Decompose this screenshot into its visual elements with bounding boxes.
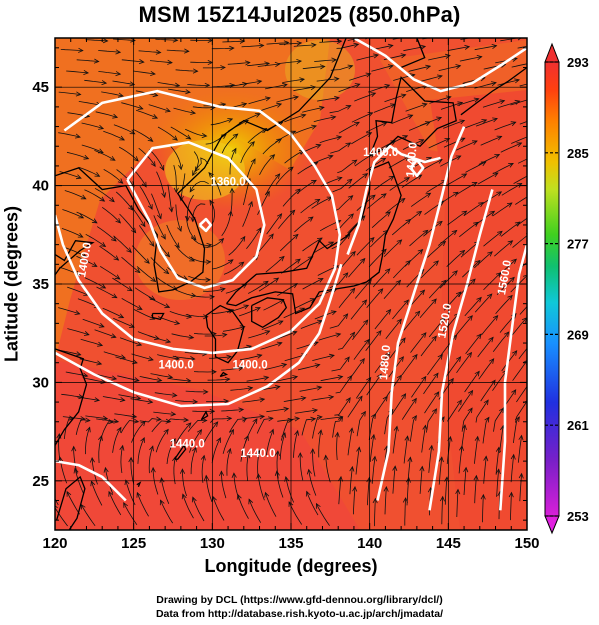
contour-label: 1480.0 <box>378 344 393 380</box>
contour-label: 1400.0 <box>363 147 398 159</box>
colorbar-tick-label: 269 <box>567 327 589 342</box>
y-tick-label: 45 <box>32 79 49 96</box>
x-tick-label: 145 <box>436 535 461 552</box>
colorbar-tick-label: 253 <box>567 509 589 524</box>
colorbar-max-arrow <box>544 42 560 63</box>
credit-data: Data from http://database.rish.kyoto-u.a… <box>155 608 444 620</box>
credit-drawing: Drawing by DCL (https://www.gfd-dennou.o… <box>156 594 443 606</box>
x-tick-label: 120 <box>42 535 67 552</box>
contour-label: 1440.0 <box>240 448 275 460</box>
y-tick-label: 25 <box>32 473 49 490</box>
x-tick-label: 140 <box>357 535 382 552</box>
contour-labels: 1360.0 1400.0 1400.0 1400.0 1440.0 1440.0 1480… <box>76 142 514 460</box>
contour-label: 1360.0 <box>210 177 245 189</box>
x-tick-label: 135 <box>278 535 303 552</box>
colorbar-tick-label: 293 <box>567 55 589 70</box>
y-tick-label: 30 <box>32 374 49 391</box>
x-tick-label: 130 <box>200 535 225 552</box>
colorbar-tick-label: 277 <box>567 237 589 252</box>
contour-label: 1400.0 <box>159 360 194 372</box>
contour-label: 1440.0 <box>405 142 420 178</box>
x-tick-label: 150 <box>514 535 539 552</box>
colorbar-tick-label: 285 <box>567 146 589 161</box>
contour-label: 1400.0 <box>232 360 267 372</box>
chart-title: MSM 15Z14Jul2025 (850.0hPa) <box>138 2 461 27</box>
height-contours <box>55 38 527 511</box>
x-axis-label: Longitude (degrees) <box>204 556 378 576</box>
colorbar: 293 285 277 269 261 253 <box>544 42 589 535</box>
contour-label: 1560.0 <box>496 259 514 296</box>
contour-label: 1440.0 <box>170 438 205 450</box>
y-tick-label: 40 <box>32 178 49 195</box>
x-tick-label: 125 <box>121 535 146 552</box>
axis-ticks: 120 125 130 135 140 145 150 25 30 35 40 45 <box>32 38 540 552</box>
lat-lon-grid <box>55 38 527 530</box>
colorbar-min-arrow <box>544 515 560 535</box>
y-tick-label: 35 <box>32 276 49 293</box>
colorbar-tick-label: 261 <box>567 418 589 433</box>
y-axis-label: Latitude (degrees) <box>1 205 22 363</box>
coastline <box>55 38 527 530</box>
contour-label: 1520.0 <box>436 303 454 340</box>
